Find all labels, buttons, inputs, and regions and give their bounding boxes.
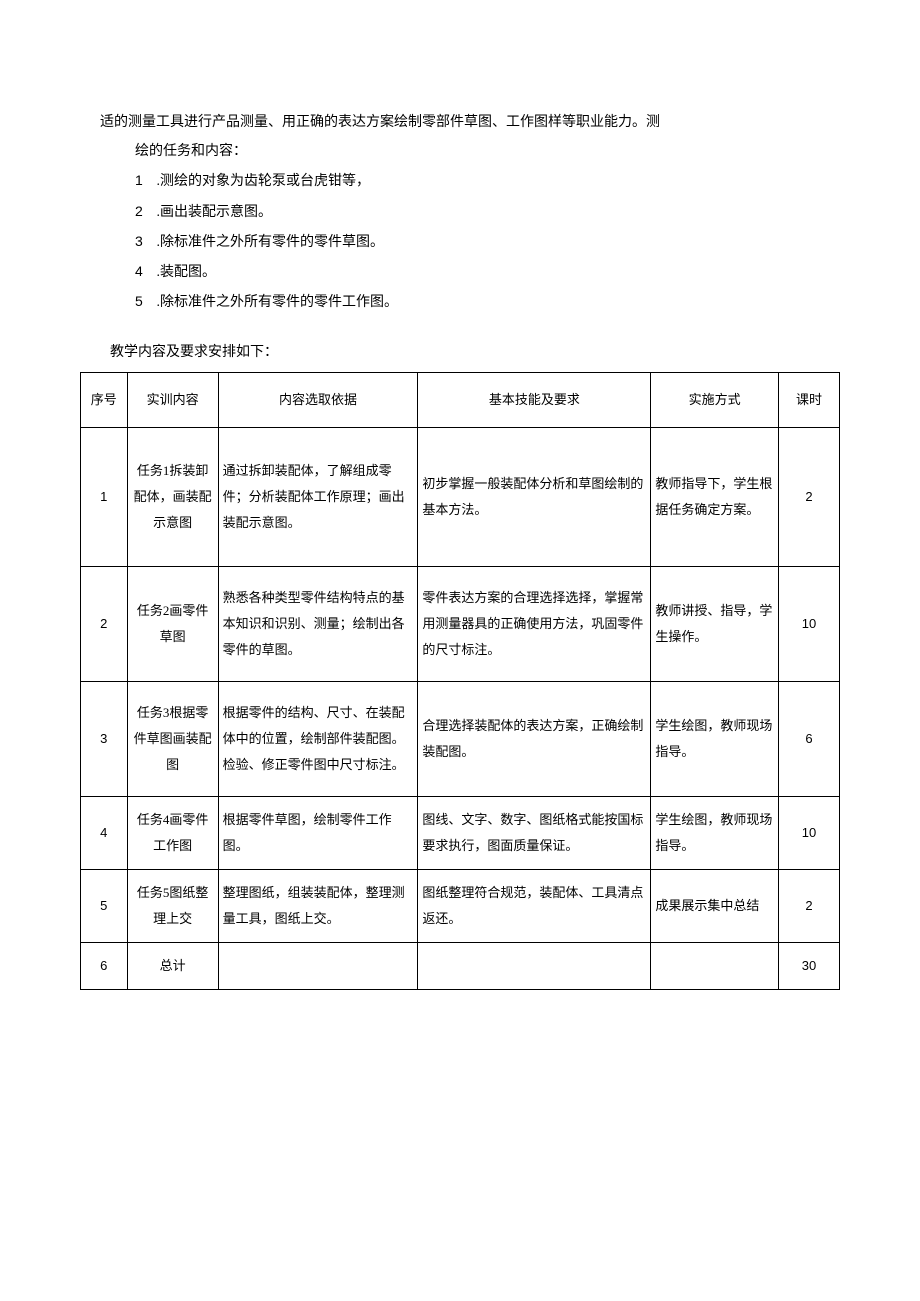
cell-content: 总计 — [127, 942, 218, 989]
cell-basis — [218, 942, 418, 989]
list-text: .测绘的对象为齿轮泵或台虎钳等， — [157, 174, 371, 189]
numbered-list: 1 .测绘的对象为齿轮泵或台虎钳等， 2 .画出装配示意图。 3 .除标准件之外… — [135, 168, 840, 315]
list-num: 1 — [135, 168, 153, 193]
header-hours: 课时 — [778, 372, 839, 427]
cell-content: 任务1拆装卸配体，画装配示意图 — [127, 427, 218, 566]
cell-hours: 6 — [778, 681, 839, 796]
cell-hours: 30 — [778, 942, 839, 989]
cell-hours: 10 — [778, 566, 839, 681]
cell-seq: 2 — [81, 566, 128, 681]
header-skill: 基本技能及要求 — [418, 372, 651, 427]
cell-basis: 根据零件草图，绘制零件工作图。 — [218, 796, 418, 869]
cell-basis: 通过拆卸装配体，了解组成零件；分析装配体工作原理；画出装配示意图。 — [218, 427, 418, 566]
cell-method — [651, 942, 779, 989]
list-num: 3 — [135, 229, 153, 254]
list-text: .除标准件之外所有零件的零件工作图。 — [157, 295, 399, 310]
table-row: 5 任务5图纸整理上交 整理图纸，组装装配体，整理测量工具，图纸上交。 图纸整理… — [81, 869, 840, 942]
cell-skill: 合理选择装配体的表达方案，正确绘制装配图。 — [418, 681, 651, 796]
cell-skill: 零件表达方案的合理选择选择，掌握常用测量器具的正确使用方法，巩固零件的尺寸标注。 — [418, 566, 651, 681]
table-row: 2 任务2画零件草图 熟悉各种类型零件结构特点的基本知识和识别、测量；绘制出各零… — [81, 566, 840, 681]
header-basis: 内容选取依据 — [218, 372, 418, 427]
cell-method: 学生绘图，教师现场指导。 — [651, 681, 779, 796]
cell-method: 教师讲授、指导，学生操作。 — [651, 566, 779, 681]
schedule-table: 序号 实训内容 内容选取依据 基本技能及要求 实施方式 课时 1 任务1拆装卸配… — [80, 372, 840, 990]
table-row: 1 任务1拆装卸配体，画装配示意图 通过拆卸装配体，了解组成零件；分析装配体工作… — [81, 427, 840, 566]
cell-basis: 根据零件的结构、尺寸、在装配体中的位置，绘制部件装配图。检验、修正零件图中尺寸标… — [218, 681, 418, 796]
list-item: 3 .除标准件之外所有零件的零件草图。 — [135, 229, 840, 255]
list-text: .画出装配示意图。 — [157, 205, 273, 220]
cell-content: 任务3根据零件草图画装配图 — [127, 681, 218, 796]
cell-content: 任务2画零件草图 — [127, 566, 218, 681]
cell-content: 任务5图纸整理上交 — [127, 869, 218, 942]
table-row: 3 任务3根据零件草图画装配图 根据零件的结构、尺寸、在装配体中的位置，绘制部件… — [81, 681, 840, 796]
list-item: 1 .测绘的对象为齿轮泵或台虎钳等， — [135, 168, 840, 194]
cell-skill — [418, 942, 651, 989]
intro-line-2: 绘的任务和内容： — [135, 139, 840, 164]
list-num: 2 — [135, 199, 153, 224]
cell-seq: 3 — [81, 681, 128, 796]
header-seq: 序号 — [81, 372, 128, 427]
table-caption: 教学内容及要求安排如下： — [110, 340, 840, 365]
list-text: .除标准件之外所有零件的零件草图。 — [157, 235, 385, 250]
cell-hours: 2 — [778, 427, 839, 566]
cell-seq: 4 — [81, 796, 128, 869]
list-item: 2 .画出装配示意图。 — [135, 199, 840, 225]
cell-seq: 6 — [81, 942, 128, 989]
cell-content: 任务4画零件工作图 — [127, 796, 218, 869]
cell-basis: 整理图纸，组装装配体，整理测量工具，图纸上交。 — [218, 869, 418, 942]
cell-hours: 10 — [778, 796, 839, 869]
cell-skill: 初步掌握一般装配体分析和草图绘制的基本方法。 — [418, 427, 651, 566]
list-num: 4 — [135, 259, 153, 284]
list-item: 4 .装配图。 — [135, 259, 840, 285]
table-row-total: 6 总计 30 — [81, 942, 840, 989]
table-header-row: 序号 实训内容 内容选取依据 基本技能及要求 实施方式 课时 — [81, 372, 840, 427]
table-row: 4 任务4画零件工作图 根据零件草图，绘制零件工作图。 图线、文字、数字、图纸格… — [81, 796, 840, 869]
cell-skill: 图线、文字、数字、图纸格式能按国标要求执行，图面质量保证。 — [418, 796, 651, 869]
cell-seq: 1 — [81, 427, 128, 566]
cell-skill: 图纸整理符合规范，装配体、工具清点返还。 — [418, 869, 651, 942]
cell-method: 成果展示集中总结 — [651, 869, 779, 942]
list-item: 5 .除标准件之外所有零件的零件工作图。 — [135, 289, 840, 315]
list-num: 5 — [135, 289, 153, 314]
cell-hours: 2 — [778, 869, 839, 942]
header-content: 实训内容 — [127, 372, 218, 427]
cell-basis: 熟悉各种类型零件结构特点的基本知识和识别、测量；绘制出各零件的草图。 — [218, 566, 418, 681]
cell-method: 教师指导下，学生根据任务确定方案。 — [651, 427, 779, 566]
intro-line-1: 适的测量工具进行产品测量、用正确的表达方案绘制零部件草图、工作图样等职业能力。测 — [100, 110, 840, 135]
header-method: 实施方式 — [651, 372, 779, 427]
list-text: .装配图。 — [157, 265, 217, 280]
cell-seq: 5 — [81, 869, 128, 942]
cell-method: 学生绘图，教师现场指导。 — [651, 796, 779, 869]
